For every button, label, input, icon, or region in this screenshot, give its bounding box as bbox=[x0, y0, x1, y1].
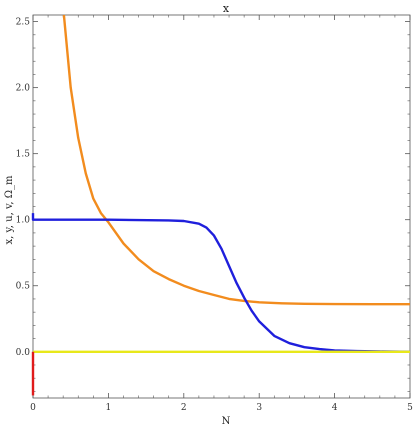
x-tick-label: 4 bbox=[332, 403, 338, 413]
x-tick-label: 1 bbox=[106, 403, 112, 413]
y-tick-label: 2.0 bbox=[16, 84, 31, 94]
chart-title: x bbox=[223, 2, 230, 15]
y-tick-label: 0.0 bbox=[16, 348, 31, 358]
y-tick-label: 0.5 bbox=[16, 282, 31, 292]
y-tick-label: 2.5 bbox=[16, 18, 31, 28]
x-tick-label: 2 bbox=[181, 403, 187, 413]
series-line-1 bbox=[62, 14, 410, 306]
y-tick-label: 1.0 bbox=[16, 216, 31, 226]
y-tick-label: 1.5 bbox=[16, 150, 31, 160]
x-tick-label: 5 bbox=[407, 403, 413, 413]
x-tick-label: 3 bbox=[256, 403, 262, 413]
y-axis-title: x, y, u, v, Ω_m bbox=[4, 175, 15, 245]
axis-ticks: 0 1 2 3 4 5 0.0 0.5 1.0 1.5 2.0 2.5 bbox=[16, 15, 413, 413]
series-lines bbox=[31, 14, 411, 396]
x-axis-title: N bbox=[222, 416, 231, 427]
x-tick-label: 0 bbox=[30, 403, 36, 413]
series-line-2 bbox=[31, 213, 411, 353]
